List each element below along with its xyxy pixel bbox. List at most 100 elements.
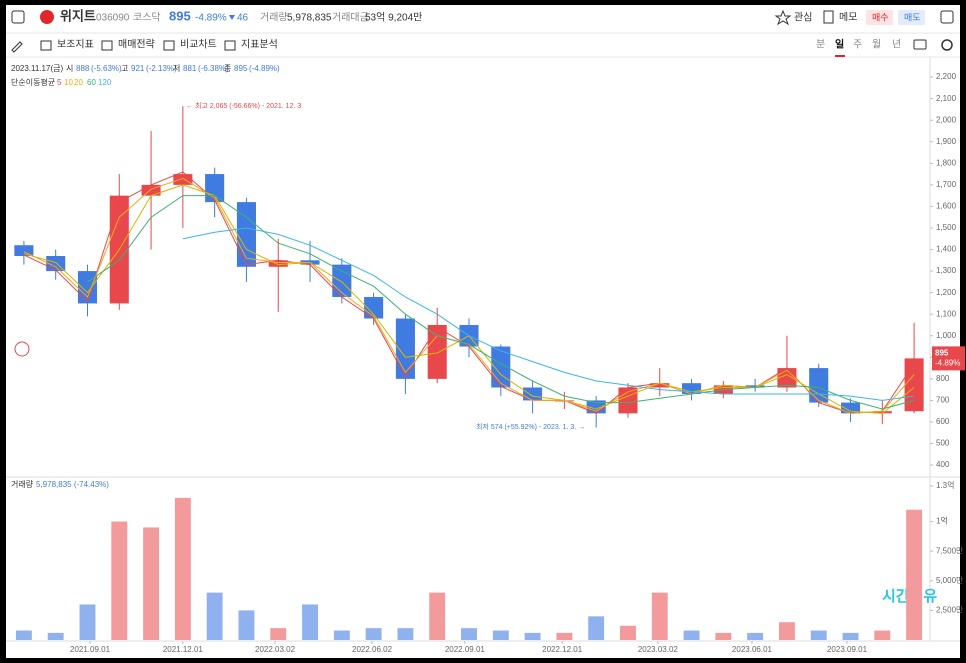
volume-bar bbox=[556, 632, 573, 640]
period-button[interactable]: 일 bbox=[835, 38, 844, 51]
tool-button[interactable]: 비교차트 bbox=[180, 39, 217, 51]
change: 46 bbox=[237, 13, 249, 24]
y-tick-label: 1.3억 bbox=[936, 480, 954, 490]
period-button[interactable]: 분 bbox=[816, 39, 825, 51]
y-tick-label: 1,800 bbox=[936, 158, 957, 167]
x-tick-label: 2022.09.01 bbox=[445, 645, 486, 654]
info-label: 고 bbox=[121, 64, 128, 73]
tool-button[interactable]: 지표분석 bbox=[241, 39, 278, 51]
candle-body bbox=[141, 184, 161, 196]
y-tick-label: 1,000 bbox=[936, 331, 957, 340]
period-underline bbox=[835, 55, 845, 57]
period-button[interactable]: 주 bbox=[853, 40, 862, 51]
memo-icon[interactable] bbox=[823, 10, 834, 24]
y-tick-label: 1,900 bbox=[936, 137, 957, 146]
volume-bar bbox=[270, 628, 287, 640]
btn-watch[interactable]: 관심 bbox=[794, 12, 812, 24]
info-value: 888 bbox=[76, 64, 90, 73]
volume-title: 거래량 bbox=[11, 479, 34, 489]
y-tick-label: 400 bbox=[936, 460, 950, 469]
x-tick-label: 2022.12.01 bbox=[542, 645, 583, 654]
volume-bar bbox=[397, 628, 414, 640]
sell-bg[interactable] bbox=[898, 10, 925, 25]
candle-body bbox=[77, 271, 98, 304]
y-tick-label: 2,000 bbox=[936, 115, 957, 124]
sidebar-icon[interactable] bbox=[11, 10, 25, 24]
info-label: 종 bbox=[224, 64, 231, 73]
scroll-icon[interactable] bbox=[14, 341, 30, 357]
candle-body bbox=[682, 383, 702, 394]
candle-body bbox=[872, 411, 892, 414]
tool-icon[interactable] bbox=[224, 40, 236, 51]
info-change: (-6.38%) bbox=[198, 64, 229, 73]
ma-line bbox=[23, 171, 915, 414]
btn-sell[interactable]: 매도 bbox=[904, 12, 921, 22]
panel-icon[interactable] bbox=[940, 10, 954, 24]
y-tick-label: 2,100 bbox=[936, 94, 957, 103]
legend-entry: 60 bbox=[87, 78, 96, 87]
volume-subtitle: 5,978,835 (-74.43%) bbox=[36, 480, 109, 489]
tool-icon[interactable] bbox=[101, 40, 113, 51]
volume-bar bbox=[683, 630, 700, 640]
x-tick-label: 2022.06.02 bbox=[352, 645, 393, 654]
legend-entry: 5 bbox=[57, 78, 62, 87]
info-label: 저 bbox=[173, 64, 180, 73]
info-value: 895 bbox=[234, 64, 248, 73]
price: 895 bbox=[169, 8, 191, 23]
x-tick-label: 2021.09.01 bbox=[70, 645, 111, 654]
panel bbox=[6, 5, 960, 658]
tool-icon[interactable] bbox=[40, 40, 52, 51]
ma-label: 단순이동평균 bbox=[11, 77, 55, 87]
tool-button[interactable]: 매매전략 bbox=[118, 39, 155, 51]
candle-body bbox=[14, 245, 34, 256]
info-change: (-2.13%) bbox=[146, 64, 177, 73]
x-tick-label: 2023.06.01 bbox=[732, 645, 773, 654]
candle-body bbox=[427, 324, 447, 379]
buy-bg[interactable] bbox=[866, 10, 893, 25]
candle-body bbox=[236, 202, 256, 267]
volume-bar bbox=[302, 604, 318, 640]
y-tick-label: 1,200 bbox=[936, 288, 957, 297]
volume-bar bbox=[524, 632, 541, 640]
y-tick-label: 2,200 bbox=[936, 72, 957, 81]
pencil-icon[interactable] bbox=[11, 41, 23, 53]
volume-bar bbox=[747, 632, 764, 640]
star-icon[interactable] bbox=[774, 9, 792, 26]
period-button[interactable]: 년 bbox=[892, 39, 901, 51]
stock-code: 036090 bbox=[96, 13, 130, 24]
candle-body bbox=[650, 383, 670, 388]
x-tick-label: 2023.09.01 bbox=[827, 645, 868, 654]
volume-bar bbox=[365, 628, 382, 640]
volume-bar bbox=[429, 592, 446, 640]
x-tick-label: 2022.03.02 bbox=[255, 645, 296, 654]
period-button[interactable]: 월 bbox=[872, 39, 881, 51]
btn-buy[interactable]: 매수 bbox=[872, 12, 889, 22]
tool-icon[interactable] bbox=[163, 40, 175, 51]
volume-bar bbox=[174, 497, 191, 640]
price-tag-value: 895 bbox=[935, 348, 949, 357]
ma-line bbox=[182, 227, 915, 401]
settings-icon[interactable] bbox=[941, 39, 953, 51]
info-change: (-5.63%) bbox=[91, 64, 122, 73]
volume-bar bbox=[143, 527, 160, 640]
y-tick-label: 2,500만 bbox=[936, 605, 964, 614]
tool-button[interactable]: 보조지표 bbox=[57, 39, 94, 51]
y-tick-label: 500 bbox=[936, 439, 950, 448]
volume-bar bbox=[715, 632, 732, 640]
y-tick-label: 1,400 bbox=[936, 245, 957, 254]
camera-icon[interactable] bbox=[913, 39, 927, 50]
candle-body bbox=[523, 387, 543, 401]
btn-memo[interactable]: 메모 bbox=[839, 12, 857, 24]
y-tick-label: 7,500만 bbox=[936, 546, 964, 555]
info-date: 2023.11.17(금) bbox=[11, 64, 63, 73]
legend-entry: 20 bbox=[74, 78, 83, 87]
info-value: 921 bbox=[131, 64, 145, 73]
volume-bar bbox=[874, 630, 891, 640]
volume-bar bbox=[238, 610, 255, 640]
y-tick-label: 1,600 bbox=[936, 202, 957, 211]
logo bbox=[40, 10, 54, 24]
info-change: (-4.89%) bbox=[249, 64, 280, 73]
volume-bar bbox=[111, 521, 128, 640]
price-tag-change: -4.89% bbox=[935, 358, 960, 367]
